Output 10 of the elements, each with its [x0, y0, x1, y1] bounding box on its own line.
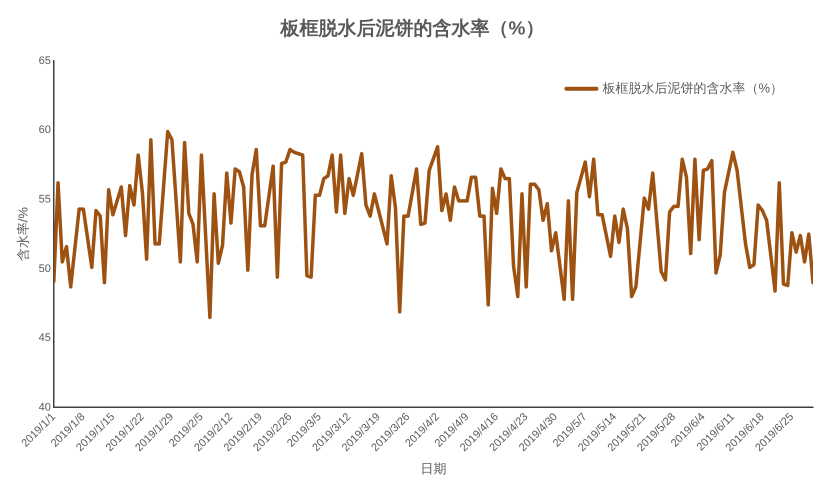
y-tick-label: 60 — [38, 124, 51, 136]
y-tick-label: 50 — [38, 262, 51, 275]
legend-label: 板框脱水后泥饼的含水率（%） — [601, 80, 784, 96]
y-tick-label: 55 — [38, 193, 51, 206]
y-axis-title: 含水率/% — [15, 206, 30, 262]
y-tick-label: 40 — [38, 401, 51, 414]
chart-title: 板框脱水后泥饼的含水率（%） — [280, 18, 544, 40]
y-tick-label: 65 — [38, 54, 51, 67]
y-tick-label: 45 — [38, 332, 51, 344]
x-axis-title: 日期 — [420, 460, 446, 476]
